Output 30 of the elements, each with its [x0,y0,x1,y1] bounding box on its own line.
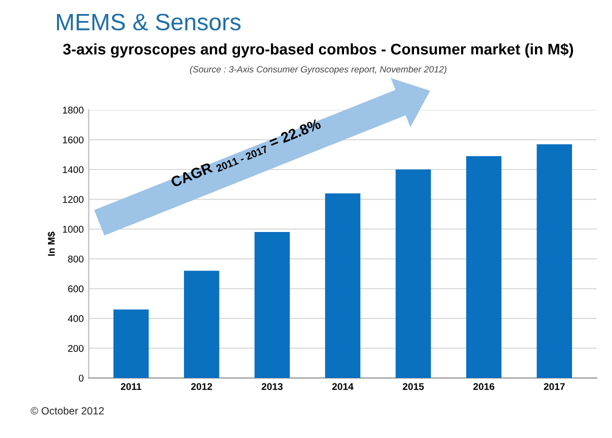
y-tick-label: 800 [68,256,84,262]
x-tick-label: 2017 [544,383,565,390]
x-tick-label: 2014 [332,383,354,390]
annotation: CAGR $_{2011 - 2017}$ = 22.8% [170,118,322,190]
bar [113,309,149,378]
x-tick-label: 2013 [262,383,283,390]
text: © October 2012 [30,406,104,415]
x-tick-label: 2011 [120,383,142,390]
x-tick-label: 2015 [402,383,424,390]
chart-subtitle: 3-axis gyroscopes and gyro-based combos - Consumer market (in M$) [63,43,574,58]
x-tick-label: 2016 [473,383,494,390]
x-tick-label: 2012 [191,383,212,390]
y-tick-label: 200 [68,344,84,352]
bar [184,270,220,378]
y-tick-label: 1000 [62,226,84,233]
bar [466,156,502,378]
y-tick-label: 1800 [62,106,84,114]
y-tick-label: 0 [78,374,84,382]
y-tick-label: 600 [68,285,84,292]
y-tick-label: 1200 [62,196,84,203]
y-axis-title: In M$ [47,232,56,256]
bar [254,232,290,378]
chart-title: MEMS & Sensors [57,14,241,30]
bar [396,170,431,378]
y-tick-label: 1600 [62,136,84,144]
text: (Source : 3-Axis Consumer Gyroscopes report, November 2012) [190,66,446,74]
bar [325,193,360,378]
bar [536,144,572,378]
y-tick-label: 1400 [62,166,84,174]
y-tick-label: 400 [68,315,84,322]
